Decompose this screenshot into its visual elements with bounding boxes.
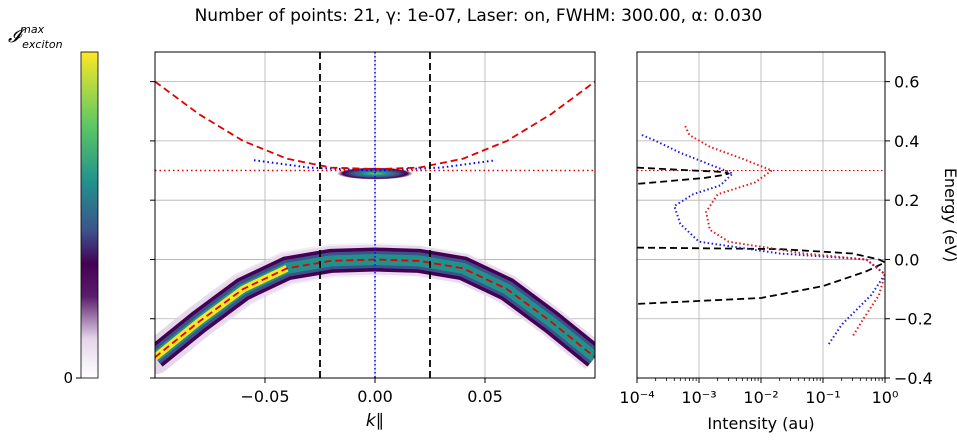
black-dashed-spectrum (637, 166, 730, 185)
red-dotted-spectrum (684, 125, 885, 338)
lower-branch-line (155, 258, 595, 358)
main-lines (155, 52, 595, 378)
dispersion-panel: −0.05 0.00 0.05 k∥ (150, 51, 596, 431)
colorbar: 0 𝓘max exciton (8, 23, 99, 387)
spectrum-y-tick-label: 0.4 (894, 132, 919, 151)
colorbar-min-label: 0 (63, 369, 73, 387)
spectrum-y-tick-label: −0.4 (894, 369, 933, 388)
spectrum-x-tick-label: 10⁻⁴ (619, 388, 654, 407)
spectrum-grid (636, 52, 886, 379)
main-ticks: −0.05 0.00 0.05 (150, 81, 503, 406)
spectrum-x-tick-label: 10⁻² (743, 388, 778, 407)
spectrum-x-tick-label: 10⁰ (872, 388, 899, 407)
blue-dotted-spectrum (641, 134, 885, 346)
main-x-tick-label: 0.05 (467, 387, 503, 406)
spectrum-panel: 10⁻⁴ 10⁻³ 10⁻² 10⁻¹ 10⁰−0.4−0.20.00.20.40.6 … (619, 51, 957, 433)
spectrum-y-tick-label: 0.6 (894, 73, 919, 92)
colorbar-label: 𝓘max exciton (8, 23, 63, 51)
spectrum-x-axis-label: Intensity (au) (707, 414, 814, 433)
spectrum-y-tick-label: −0.2 (894, 310, 933, 329)
main-x-axis-label: k∥ (366, 411, 384, 431)
blue-dotted-curve (253, 159, 497, 172)
spectrum-ticks: 10⁻⁴ 10⁻³ 10⁻² 10⁻¹ 10⁰−0.4 −0.2 0.0 0.2 0.4 0.6 (619, 73, 932, 407)
spectrum-series (637, 125, 885, 346)
black-dashed-spectrum (637, 246, 885, 305)
spectrum-y-tick-label: 0.0 (894, 250, 919, 269)
spectrum-y-axis-label: Energy (eV) (941, 168, 957, 262)
chart-title: Number of points: 21, γ: 1e-07, Laser: o… (194, 6, 763, 26)
spectrum-x-tick-label: 10⁻³ (681, 388, 716, 407)
spectrum-y-tick-label: 0.2 (894, 191, 919, 210)
spectrum-x-tick-label: 10⁻¹ (805, 388, 840, 407)
main-x-tick-label: −0.05 (240, 387, 289, 406)
main-x-tick-label: 0.00 (357, 387, 393, 406)
colorbar-gradient (80, 51, 99, 379)
